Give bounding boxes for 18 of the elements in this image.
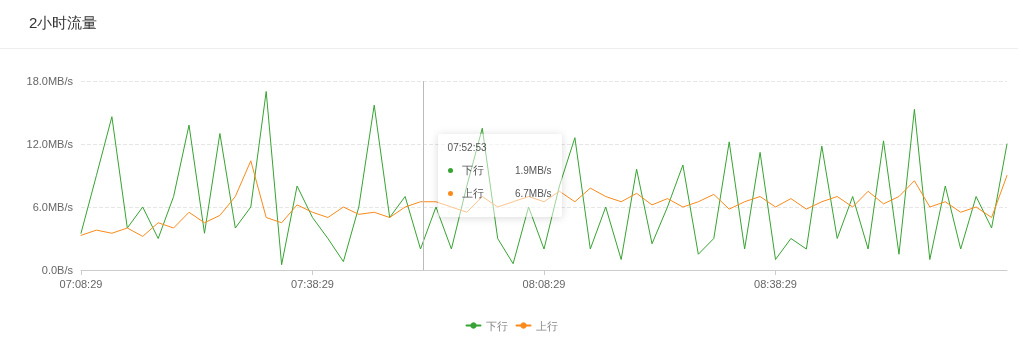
legend-label: 下行 [485,319,508,332]
annotation: 下行 [461,163,485,178]
annotation: 07:52:53 [447,142,488,153]
annotation: 6.7MB/s [514,188,552,199]
annotation: 1.9MB/s [514,165,552,176]
y-tick-label: 6.0MB/s [32,201,74,213]
legend-label: 上行 [535,319,558,332]
x-tick-label: 07:38:29 [291,277,334,290]
chart-title: 2小时流量 [29,14,98,31]
line-series [80,91,1008,266]
annotation: 上行 [461,186,485,201]
line-series [80,160,1008,237]
y-tick-label: 18.0MB/s [26,75,74,87]
y-tick-label: 12.0MB/s [26,138,74,150]
x-tick-label: 08:38:29 [754,277,797,290]
x-tick-label: 07:08:29 [59,277,103,290]
x-tick-label: 08:08:29 [522,277,566,290]
y-tick-label: 0.0B/s [41,264,74,276]
